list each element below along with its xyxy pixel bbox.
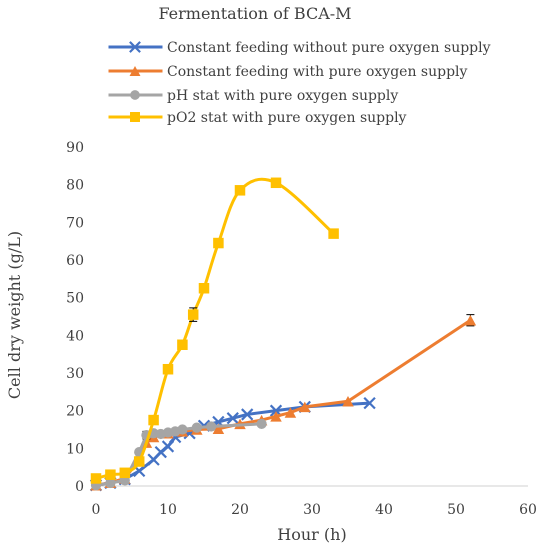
data-point-po2-stat-with-pure-oxygen-supply-5 <box>148 414 159 426</box>
axes: 0 10 20 30 40 50 60 0 10 20 30 40 50 60 70 80 90 <box>66 140 537 518</box>
data-point-po2-stat-with-pure-oxygen-supply-8 <box>187 309 199 320</box>
x-axis-label: Hour (h) <box>277 525 346 544</box>
x-tick-label-5: 40 <box>375 502 393 518</box>
x-ticks: 0 10 20 30 40 50 60 <box>92 502 537 518</box>
data-point-constant-feeding-without-pure-oxygen-supply-12 <box>226 412 239 425</box>
legend-item-ph-stat-with-pure-oxygen-supply: pH stat with pure oxygen supply <box>108 88 398 104</box>
y-tick-label-2: 10 <box>66 441 84 457</box>
legend-label-constant-feeding-with-pure-oxygen-supply: Constant feeding with pure oxygen supply <box>167 64 468 80</box>
legend-label-po2-stat-with-pure-oxygen-supply: pO2 stat with pure oxygen supply <box>167 110 407 126</box>
x-tick-label-3: 20 <box>231 502 249 518</box>
data-point-constant-feeding-with-pure-oxygen-supply-16 <box>342 396 354 407</box>
series-constant-feeding-without-pure-oxygen-supply <box>89 396 376 492</box>
data-point-constant-feeding-with-pure-oxygen-supply-10 <box>212 423 225 434</box>
y-tick-label-10: 90 <box>66 140 84 156</box>
y-tick-label-4: 30 <box>66 366 84 382</box>
legend-marker-constant-feeding-with-pure-oxygen-supply <box>129 66 141 76</box>
legend-marker-constant-feeding-without-pure-oxygen-supply <box>129 41 141 53</box>
data-point-ph-stat-with-pure-oxygen-supply-13 <box>256 418 267 429</box>
x-tick-label-6: 50 <box>447 502 465 518</box>
chart-title: Fermentation of BCA-M <box>158 4 351 23</box>
data-point-ph-stat-with-pure-oxygen-supply-11 <box>191 422 202 433</box>
y-tick-label-8: 70 <box>66 215 84 231</box>
data-point-ph-stat-with-pure-oxygen-supply-12 <box>206 421 217 432</box>
data-point-po2-stat-with-pure-oxygen-supply-1 <box>90 473 102 484</box>
series-ph-stat-with-pure-oxygen-supply <box>90 418 267 491</box>
legend-item-constant-feeding-without-pure-oxygen-supply: Constant feeding without pure oxygen sup… <box>108 40 491 56</box>
y-tick-label-3: 20 <box>66 404 84 420</box>
x-tick-label-4: 30 <box>303 502 321 518</box>
data-point-ph-stat-with-pure-oxygen-supply-2 <box>105 477 116 489</box>
data-point-po2-stat-with-pure-oxygen-supply-4 <box>133 456 145 467</box>
data-point-po2-stat-with-pure-oxygen-supply-2 <box>105 469 116 480</box>
legend-marker-po2-stat-with-pure-oxygen-supply <box>130 112 140 122</box>
data-point-po2-stat-with-pure-oxygen-supply-13 <box>328 228 339 239</box>
data-point-constant-feeding-with-pure-oxygen-supply-17 <box>464 315 477 326</box>
legend-marker-ph-stat-with-pure-oxygen-supply <box>130 90 140 100</box>
data-point-po2-stat-with-pure-oxygen-supply-10 <box>213 237 224 249</box>
legend-label-ph-stat-with-pure-oxygen-supply: pH stat with pure oxygen supply <box>167 88 398 104</box>
series-po2-stat-with-pure-oxygen-supply <box>90 177 339 484</box>
legend-label-constant-feeding-without-pure-oxygen-supply: Constant feeding without pure oxygen sup… <box>167 40 491 56</box>
data-point-constant-feeding-with-pure-oxygen-supply-14 <box>284 407 297 418</box>
y-axis-label: Cell dry weight (g/L) <box>5 231 24 399</box>
data-point-constant-feeding-without-pure-oxygen-supply-13 <box>241 408 254 421</box>
legend-item-constant-feeding-with-pure-oxygen-supply: Constant feeding with pure oxygen supply <box>108 64 468 80</box>
y-tick-label-1: 0 <box>75 479 84 495</box>
data-point-po2-stat-with-pure-oxygen-supply-9 <box>198 283 210 294</box>
x-tick-label-1: 0 <box>92 502 101 518</box>
y-tick-label-6: 50 <box>66 291 84 307</box>
data-point-constant-feeding-without-pure-oxygen-supply-16 <box>363 396 376 410</box>
data-point-constant-feeding-without-pure-oxygen-supply-14 <box>269 404 283 417</box>
data-point-po2-stat-with-pure-oxygen-supply-11 <box>234 185 246 196</box>
x-tick-label-2: 10 <box>159 502 177 518</box>
y-ticks: 0 10 20 30 40 50 60 70 80 90 <box>66 140 84 495</box>
legend-item-po2-stat-with-pure-oxygen-supply: pO2 stat with pure oxygen supply <box>108 110 407 126</box>
data-point-po2-stat-with-pure-oxygen-supply-6 <box>162 363 174 375</box>
data-point-constant-feeding-with-pure-oxygen-supply-13 <box>270 411 282 422</box>
data-point-po2-stat-with-pure-oxygen-supply-3 <box>119 467 131 479</box>
x-tick-label-7: 60 <box>519 502 537 518</box>
data-point-constant-feeding-without-pure-oxygen-supply-7 <box>161 440 175 453</box>
legend: Constant feeding without pure oxygen sup… <box>108 40 491 126</box>
y-tick-label-7: 60 <box>66 253 84 269</box>
data-point-constant-feeding-with-pure-oxygen-supply-15 <box>299 401 311 413</box>
data-point-po2-stat-with-pure-oxygen-supply-12 <box>270 177 282 189</box>
y-tick-label-9: 80 <box>66 178 84 194</box>
series-layer <box>89 177 477 492</box>
y-tick-label-5: 40 <box>66 328 84 344</box>
data-point-po2-stat-with-pure-oxygen-supply-7 <box>177 339 188 350</box>
data-point-ph-stat-with-pure-oxygen-supply-10 <box>177 424 188 435</box>
